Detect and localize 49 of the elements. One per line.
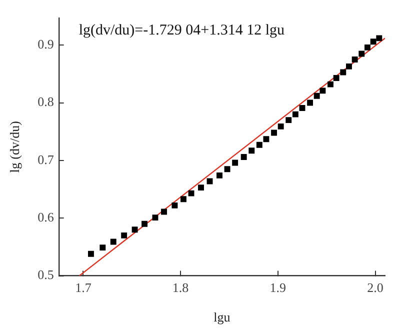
point <box>216 172 222 178</box>
point <box>180 196 186 202</box>
point <box>232 160 238 166</box>
point <box>340 69 346 76</box>
x-axis-title: lgu <box>214 310 231 325</box>
y-tick-label: 0.8 <box>38 94 54 110</box>
y-tick-label: 0.7 <box>38 152 54 167</box>
point <box>307 100 314 106</box>
point <box>292 111 298 118</box>
point <box>299 104 306 111</box>
annotation: lg(dv/du)=-1.729 04+1.314 12 lgu <box>78 22 286 38</box>
point <box>271 130 277 136</box>
point <box>188 190 194 196</box>
point <box>110 238 116 245</box>
point <box>333 75 340 81</box>
point <box>224 166 230 172</box>
point <box>320 88 326 94</box>
y-tick-label: 0.9 <box>38 36 54 52</box>
point <box>152 214 158 221</box>
x-tick-label: 2.0 <box>367 280 384 296</box>
point <box>256 142 262 148</box>
point <box>121 232 128 238</box>
y-tick-label: 0.5 <box>38 267 54 282</box>
point <box>206 178 213 184</box>
point <box>248 148 255 154</box>
point <box>328 81 334 88</box>
point <box>358 50 365 57</box>
point <box>370 38 376 45</box>
y-tick-label: 0.6 <box>38 210 54 225</box>
point <box>364 44 370 50</box>
point <box>352 56 358 62</box>
point <box>142 220 148 227</box>
y-axis-title: lg (dv/du) <box>7 121 22 173</box>
point <box>198 184 204 191</box>
point <box>346 63 352 70</box>
point <box>172 202 178 208</box>
point <box>100 244 106 251</box>
point <box>161 208 167 215</box>
x-tick-label: 1.8 <box>172 280 189 296</box>
point <box>286 117 292 124</box>
x-tick-label: 1.7 <box>75 280 92 296</box>
point <box>263 136 270 142</box>
point <box>132 226 138 233</box>
point <box>88 250 94 257</box>
point <box>314 92 320 99</box>
point <box>376 35 382 42</box>
point <box>278 123 284 130</box>
point <box>240 154 247 160</box>
x-tick-label: 1.9 <box>270 280 286 296</box>
